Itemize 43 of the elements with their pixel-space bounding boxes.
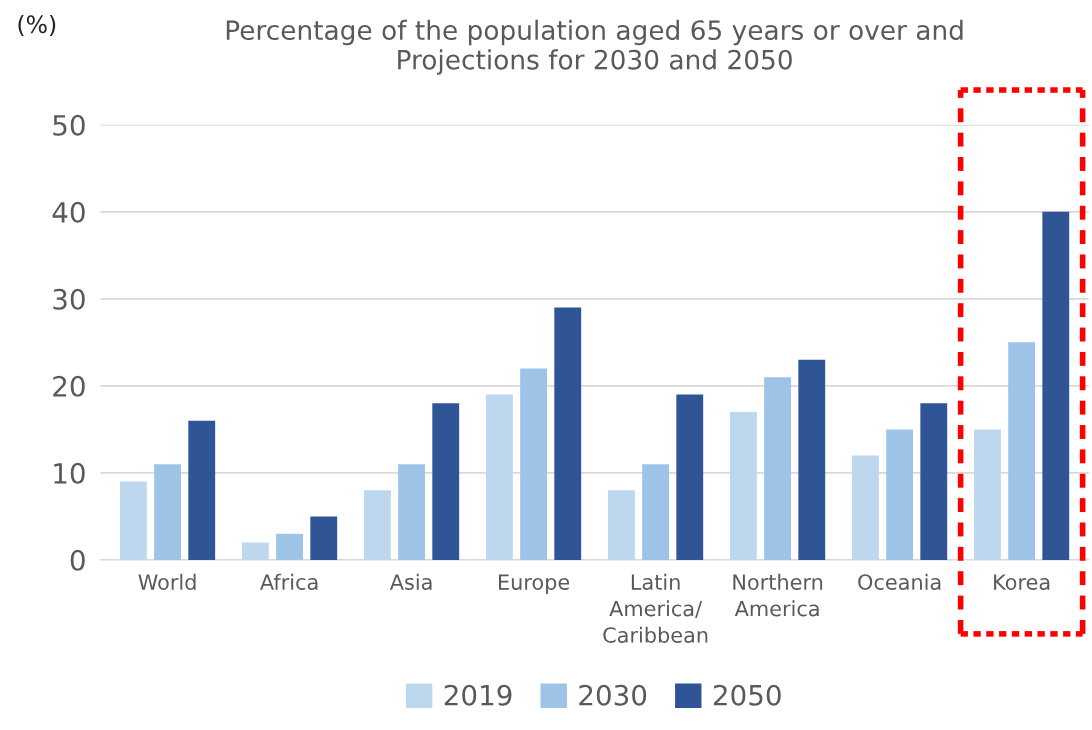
bar xyxy=(642,464,670,560)
y-tick-label: 20 xyxy=(53,375,85,397)
bar xyxy=(730,411,757,560)
x-tick-label: Oceania xyxy=(858,573,941,590)
bar xyxy=(119,481,147,560)
bar xyxy=(241,542,269,560)
x-tick-label: Korea xyxy=(994,574,1050,590)
bar xyxy=(364,490,391,560)
y-tick-label: 40 xyxy=(52,201,85,223)
x-tick-label: Asia xyxy=(389,573,432,590)
bar xyxy=(764,377,792,560)
y-tick-label: 0 xyxy=(70,549,85,571)
bar xyxy=(676,394,704,560)
bar xyxy=(1008,342,1036,560)
chart-title: Percentage of the population aged 65 years or over and Projections for 2030 and 2050 xyxy=(226,19,963,75)
bar xyxy=(486,394,513,560)
x-tick-label: Africa xyxy=(260,573,318,590)
x-tick-label: Latin America/ Caribbean xyxy=(603,573,708,643)
bar xyxy=(398,464,425,560)
y-tick-label: 50 xyxy=(53,114,85,136)
y-tick-label: 10 xyxy=(54,462,85,484)
bar xyxy=(554,307,582,560)
bar xyxy=(974,429,1001,560)
bar xyxy=(520,368,548,560)
bar xyxy=(608,490,635,560)
x-tick-label: Northern America xyxy=(733,573,823,617)
x-tick-label: World xyxy=(138,573,196,590)
bar xyxy=(886,429,914,560)
bar xyxy=(154,464,181,560)
bar xyxy=(188,420,216,560)
bar xyxy=(852,455,879,560)
bar xyxy=(276,533,303,560)
legend-label: 2050 xyxy=(713,684,781,706)
bar xyxy=(432,403,460,560)
bar xyxy=(920,403,948,560)
bar xyxy=(798,359,826,560)
bar xyxy=(1042,211,1070,560)
y-tick-label: 30 xyxy=(53,288,85,310)
x-tick-label: Europe xyxy=(499,574,570,594)
y-axis-title: (%) xyxy=(18,14,56,36)
legend-label: 2019 xyxy=(444,684,512,706)
legend-label: 2030 xyxy=(579,684,647,706)
bar xyxy=(310,516,338,560)
